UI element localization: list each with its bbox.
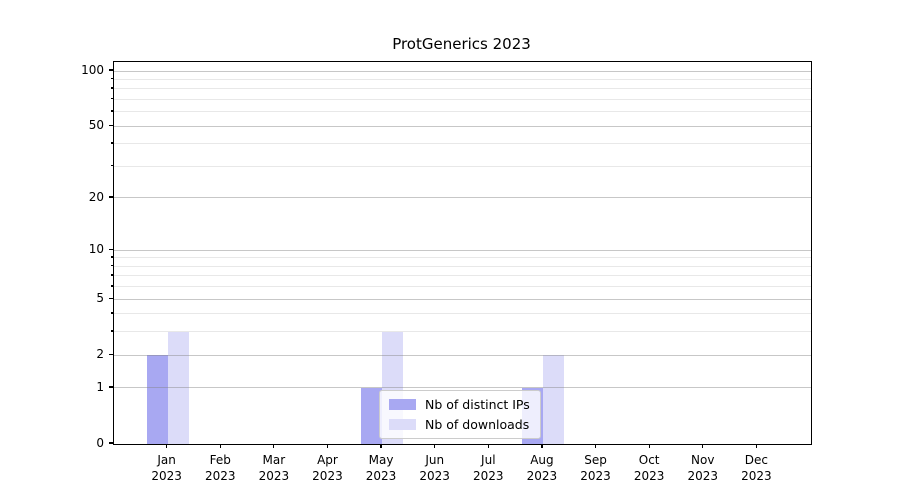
x-tick-label: Jun 2023 — [419, 453, 450, 483]
y-tick-label: 5 — [96, 291, 104, 306]
x-tick-label: Sep 2023 — [580, 453, 611, 483]
x-tick-mark — [487, 444, 489, 449]
y-tick-mark-minor — [110, 264, 113, 267]
y-tick-label: 2 — [96, 347, 104, 362]
y-tick-mark — [109, 196, 113, 198]
x-tick-label: Feb 2023 — [204, 453, 236, 483]
y-gridline-major — [114, 387, 811, 389]
x-tick-mark — [702, 444, 704, 449]
x-tick-label: May 2023 — [365, 453, 397, 483]
y-gridline-minor — [114, 265, 811, 267]
x-tick-label: Nov 2023 — [687, 453, 719, 483]
y-gridline-minor — [114, 257, 811, 259]
y-tick-mark-minor — [110, 98, 113, 100]
bar-downloads — [167, 331, 189, 444]
legend-swatch-distinct-ips — [389, 399, 416, 410]
y-tick-label: 10 — [88, 242, 104, 257]
chart-title: ProtGenerics 2023 — [392, 35, 531, 53]
legend-label-downloads: Nb of downloads — [425, 417, 530, 432]
y-gridline-minor — [114, 275, 811, 277]
y-tick-mark-minor — [110, 87, 113, 89]
y-gridline-minor — [114, 313, 811, 315]
x-tick-mark — [380, 444, 382, 449]
y-tick-mark-minor — [110, 110, 113, 112]
x-tick-mark — [594, 444, 597, 449]
bar-downloads — [542, 355, 564, 444]
y-gridline-major — [114, 197, 811, 199]
x-tick-mark — [648, 444, 650, 449]
x-tick-mark — [165, 444, 168, 449]
legend-entry-downloads: Nb of downloads — [389, 417, 530, 432]
legend-entry-distinct-ips: Nb of distinct IPs — [389, 397, 530, 412]
x-tick-label: Dec 2023 — [741, 453, 772, 483]
x-tick-label: Aug 2023 — [526, 453, 558, 483]
y-gridline-minor — [114, 286, 811, 288]
y-tick-mark — [109, 124, 113, 126]
y-gridline-major — [114, 298, 811, 300]
bar-distinct-ips — [361, 387, 383, 444]
y-gridline-minor — [114, 88, 811, 90]
plot-area — [113, 61, 812, 445]
y-tick-mark — [109, 442, 113, 444]
y-tick-mark-minor — [110, 330, 113, 332]
x-tick-mark — [434, 444, 436, 449]
y-gridline-major — [114, 249, 811, 251]
y-gridline-major — [114, 125, 811, 127]
x-tick-mark — [755, 444, 758, 449]
y-tick-label: 1 — [96, 379, 104, 394]
y-gridline-minor — [114, 143, 811, 145]
bar-distinct-ips — [146, 355, 168, 444]
y-tick-mark-minor — [110, 165, 113, 167]
y-tick-mark — [109, 69, 113, 71]
legend: Nb of distinct IPs Nb of downloads — [379, 390, 541, 439]
y-tick-mark-minor — [110, 142, 113, 144]
x-tick-mark — [273, 444, 275, 449]
x-tick-label: Mar 2023 — [258, 453, 290, 483]
x-tick-label: Apr 2023 — [312, 453, 343, 483]
y-tick-label: 100 — [81, 63, 104, 78]
x-tick-mark — [219, 444, 221, 449]
y-tick-label: 0 — [96, 436, 104, 450]
y-gridline-major — [114, 354, 811, 356]
legend-label-distinct-ips: Nb of distinct IPs — [425, 397, 530, 412]
y-tick-mark — [109, 353, 113, 355]
y-gridline-major — [114, 70, 811, 72]
y-gridline-minor — [114, 111, 811, 113]
x-tick-mark — [541, 444, 543, 449]
y-tick-mark-minor — [110, 274, 113, 276]
y-tick-mark-minor — [110, 312, 113, 314]
x-tick-label: Oct 2023 — [633, 453, 665, 483]
x-tick-label: Jan 2023 — [151, 453, 182, 483]
y-tick-mark — [109, 297, 113, 299]
y-tick-mark-minor — [110, 256, 113, 258]
y-tick-mark — [109, 248, 113, 250]
y-tick-mark-minor — [110, 285, 113, 287]
y-gridline-minor — [114, 331, 811, 333]
y-gridline-minor — [114, 78, 811, 80]
x-tick-mark — [326, 444, 329, 449]
legend-swatch-downloads — [389, 419, 416, 430]
y-tick-mark — [109, 386, 113, 388]
y-gridline-minor — [114, 99, 811, 101]
y-tick-mark-minor — [110, 77, 113, 80]
y-tick-label: 20 — [88, 189, 104, 204]
y-gridline-minor — [114, 166, 811, 167]
y-tick-label: 50 — [88, 118, 104, 133]
x-tick-label: Jul 2023 — [473, 453, 504, 483]
